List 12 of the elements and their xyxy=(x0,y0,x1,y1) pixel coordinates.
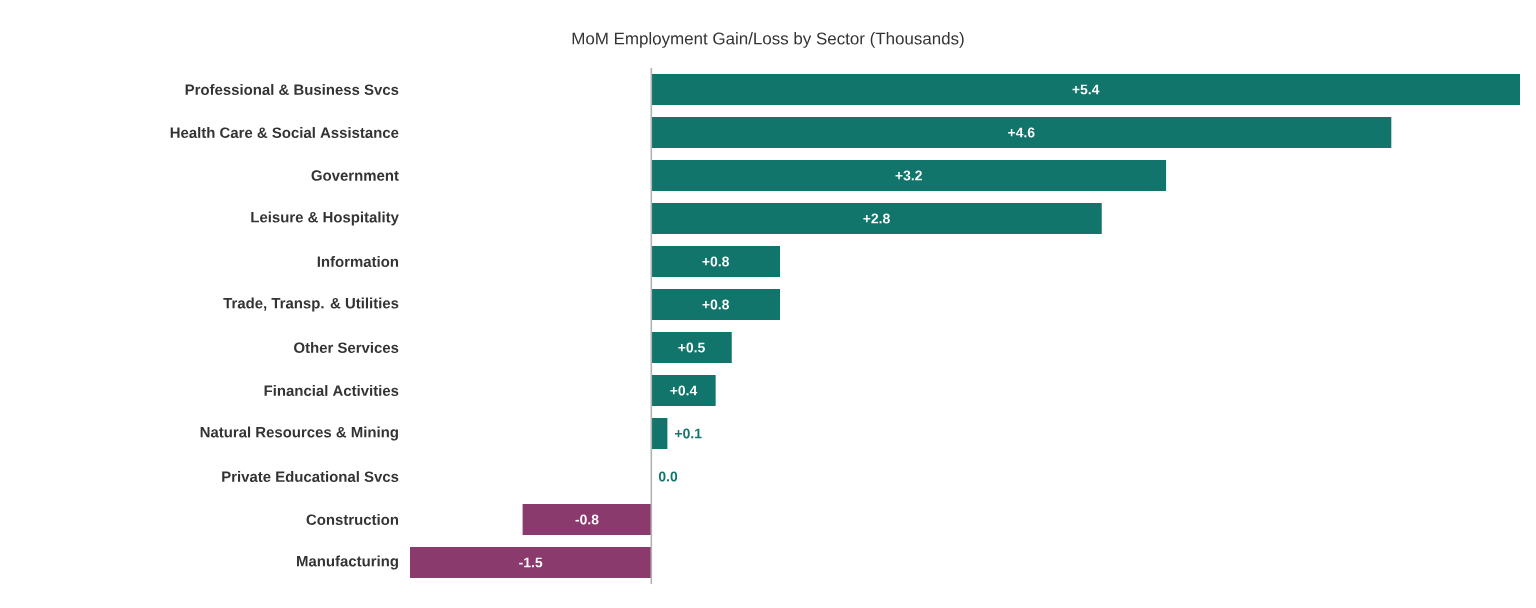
bar xyxy=(522,504,652,536)
bar xyxy=(651,160,1167,191)
bar xyxy=(651,203,1102,234)
chart-title: MoM Employment Gain/Loss by Sector (Thousands) xyxy=(572,32,964,48)
bar xyxy=(651,117,1392,148)
bar xyxy=(651,74,1521,105)
bar xyxy=(651,332,732,364)
bar xyxy=(651,418,668,450)
bar xyxy=(651,289,780,320)
bar xyxy=(410,547,652,579)
bar xyxy=(651,375,716,407)
bar xyxy=(651,246,780,277)
